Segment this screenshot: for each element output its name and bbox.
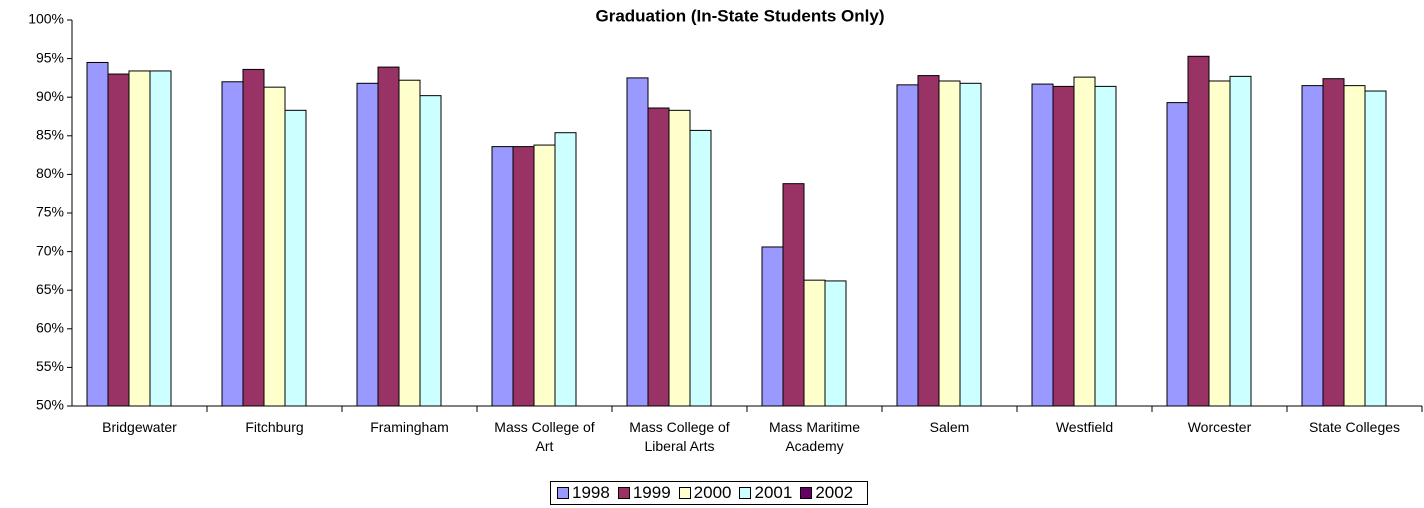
bar xyxy=(803,279,826,407)
legend-label: 1998 xyxy=(572,483,610,502)
legend-label: 2000 xyxy=(693,483,732,502)
bar xyxy=(1166,102,1189,407)
legend-swatch xyxy=(800,487,813,499)
bar xyxy=(1031,83,1054,407)
bar xyxy=(284,109,307,407)
bar xyxy=(242,68,265,407)
bar xyxy=(149,70,172,407)
legend: 1998 1999 2000 2001 2002 xyxy=(550,481,869,505)
legend-item: 1999 xyxy=(617,483,671,503)
x-tick-label: Worcester xyxy=(1187,419,1252,435)
y-tick-label: 55% xyxy=(36,358,64,374)
bar xyxy=(647,107,670,407)
legend-label: 2002 xyxy=(815,483,854,502)
bar xyxy=(938,80,961,407)
bar xyxy=(1301,85,1324,407)
bar xyxy=(1229,75,1252,407)
bar xyxy=(959,82,982,407)
y-tick-label: 50% xyxy=(36,397,64,413)
x-tick-label: Salem xyxy=(929,419,970,435)
y-tick-label: 80% xyxy=(36,165,64,181)
bar xyxy=(107,73,130,407)
bar xyxy=(377,66,400,407)
y-tick-label: 60% xyxy=(36,320,64,336)
legend-item: 2001 xyxy=(739,483,792,503)
bar xyxy=(554,132,577,407)
legend-label: 2001 xyxy=(754,483,793,502)
bar xyxy=(1187,55,1210,407)
bar xyxy=(896,84,919,407)
legend-swatch xyxy=(557,487,569,499)
legend-swatch xyxy=(678,487,691,499)
x-tick-label: Mass College of Art xyxy=(494,419,595,454)
bar xyxy=(128,70,151,407)
bar xyxy=(491,146,514,407)
x-tick-label: Mass College of Liberal Arts xyxy=(629,419,730,454)
x-tick-label: Bridgewater xyxy=(102,419,177,435)
bar xyxy=(221,81,244,407)
bar xyxy=(782,183,805,407)
y-tick-label: 65% xyxy=(36,281,64,297)
y-tick-label: 95% xyxy=(36,49,64,65)
x-tick-label: Mass Maritime Academy xyxy=(768,419,860,454)
chart-title: Graduation (In-State Students Only) xyxy=(595,6,884,25)
bar xyxy=(1094,85,1117,407)
bar xyxy=(1364,90,1387,407)
bar xyxy=(1208,80,1231,407)
bar xyxy=(761,246,784,407)
x-tick-label: Westfield xyxy=(1055,419,1114,435)
y-tick-label: 70% xyxy=(36,242,64,258)
bar xyxy=(824,280,847,407)
y-tick-label: 85% xyxy=(36,127,64,143)
legend-swatch xyxy=(617,487,630,499)
y-tick-label: 90% xyxy=(36,88,64,104)
bar xyxy=(917,75,940,407)
bar xyxy=(86,61,109,407)
bar xyxy=(626,77,649,407)
bar xyxy=(398,79,421,407)
bar xyxy=(1322,78,1345,407)
bar xyxy=(263,86,286,407)
x-tick-label: Framingham xyxy=(370,419,449,435)
bar xyxy=(1073,76,1096,407)
bar xyxy=(356,82,379,407)
legend-label: 1999 xyxy=(632,483,671,502)
legend-item: 2002 xyxy=(800,483,853,503)
y-tick-label: 75% xyxy=(36,204,64,220)
bar xyxy=(1343,85,1366,407)
bar xyxy=(689,129,712,407)
x-tick-label: State Colleges xyxy=(1308,419,1401,435)
bar xyxy=(512,146,535,407)
bar xyxy=(533,144,556,407)
bar xyxy=(1052,85,1075,407)
y-tick-label: 100% xyxy=(28,11,64,27)
legend-item: 2000 xyxy=(678,483,732,503)
bar xyxy=(419,95,442,407)
bar xyxy=(668,109,691,407)
legend-swatch xyxy=(739,487,752,499)
x-tick-label: Fitchburg xyxy=(245,419,304,435)
legend-item: 1998 xyxy=(557,483,610,503)
